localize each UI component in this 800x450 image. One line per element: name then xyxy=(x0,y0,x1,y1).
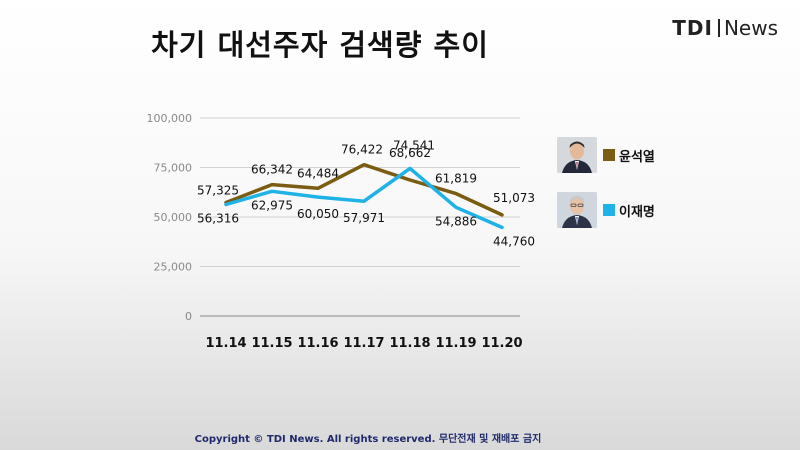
y-tick-label: 0 xyxy=(185,310,192,323)
data-label: 60,050 xyxy=(297,207,339,221)
data-label: 74,541 xyxy=(393,138,435,152)
copyright-footer: Copyright © TDI News. All rights reserve… xyxy=(194,434,542,445)
legend-swatch-lee xyxy=(603,204,615,216)
data-label: 76,422 xyxy=(341,143,383,157)
data-label: 54,886 xyxy=(435,214,477,228)
chart-title: 차기 대선주자 검색량 추이 xyxy=(151,28,489,62)
legend-item-lee: 이재명 xyxy=(557,192,655,228)
logo-brand: TDI xyxy=(672,16,713,40)
person-photo-icon xyxy=(557,192,597,228)
y-tick-label: 100,000 xyxy=(147,112,193,125)
x-tick-label: 11.19 xyxy=(435,336,476,351)
data-label: 62,975 xyxy=(251,198,293,212)
x-tick-label: 11.17 xyxy=(343,336,384,351)
legend-label-yoon: 윤석열 xyxy=(619,149,655,165)
series-line-yoon xyxy=(224,162,504,217)
data-label: 51,073 xyxy=(493,191,535,205)
data-label: 57,325 xyxy=(197,183,239,197)
legend-swatch-yoon xyxy=(603,149,615,161)
data-label: 68,662 xyxy=(389,146,431,160)
y-tick-label: 25,000 xyxy=(154,261,193,274)
data-label: 57,971 xyxy=(343,211,385,225)
y-tick-label: 50,000 xyxy=(154,211,193,224)
series-line-lee xyxy=(224,166,504,230)
x-tick-label: 11.20 xyxy=(481,336,522,351)
tdi-news-logo: TDI News xyxy=(672,14,778,42)
person-photo-icon xyxy=(557,137,597,173)
logo-suffix: News xyxy=(723,16,778,40)
data-label: 66,342 xyxy=(251,163,293,177)
y-tick-label: 75,000 xyxy=(154,162,193,175)
x-tick-label: 11.16 xyxy=(297,336,338,351)
data-label: 61,819 xyxy=(435,172,477,186)
logo-separator xyxy=(717,19,720,37)
data-label: 64,484 xyxy=(297,166,339,180)
x-tick-label: 11.15 xyxy=(251,336,292,351)
x-tick-label: 11.18 xyxy=(389,336,430,351)
x-tick-label: 11.14 xyxy=(205,336,246,351)
data-label: 44,760 xyxy=(493,234,535,248)
legend-item-yoon: 윤석열 xyxy=(557,137,655,173)
legend-label-lee: 이재명 xyxy=(619,204,655,220)
data-label: 56,316 xyxy=(197,211,239,225)
